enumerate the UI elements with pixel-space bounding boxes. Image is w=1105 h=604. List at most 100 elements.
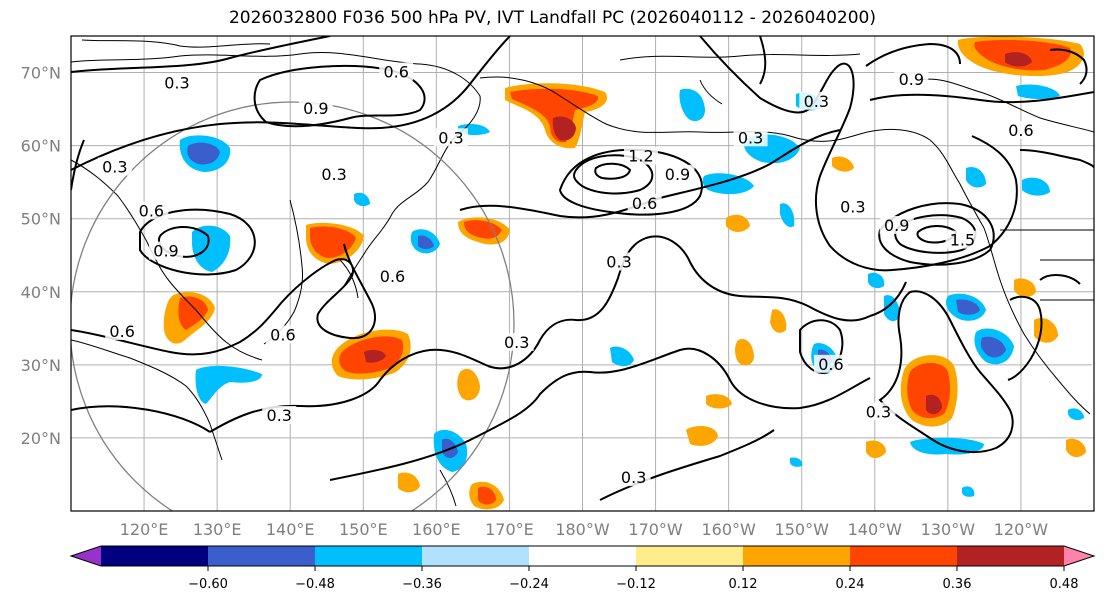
ivt-negative-area — [702, 173, 754, 195]
pv-label-background — [379, 62, 414, 81]
pv-contour — [1049, 48, 1088, 85]
ivt-negative-area — [884, 295, 900, 322]
colorbar-tick-label: 0.12 — [729, 577, 758, 592]
ivt-negative-area — [610, 346, 634, 367]
longitude-label: 180°W — [555, 520, 610, 539]
pv-contour — [1007, 295, 1043, 381]
coastline — [81, 39, 271, 48]
colorbar-extension-min — [71, 546, 101, 566]
longitude-label: 160°E — [412, 520, 461, 539]
ivt-positive-area — [398, 472, 420, 493]
ivt-positive-area — [726, 214, 750, 232]
pv-contour-label: 0.6 — [270, 326, 295, 345]
colorbar-tick-label: 0.24 — [836, 577, 865, 592]
latitude-label: 30°N — [21, 356, 61, 375]
pv-label-background — [499, 332, 534, 351]
pv-contour-label: 0.6 — [632, 194, 657, 213]
pv-contour — [71, 139, 85, 191]
ivt-negative-area — [1022, 177, 1050, 196]
longitude-label: 150°E — [339, 520, 388, 539]
colorbar-tick-label: −0.24 — [509, 577, 549, 592]
pv-contour-label: 0.6 — [139, 201, 164, 220]
colorbar-outline — [69, 545, 1096, 567]
latitude-label: 40°N — [21, 283, 61, 302]
pv-contour-label: 0.3 — [267, 406, 292, 425]
pv-label-background — [623, 146, 658, 165]
pv-label-background — [298, 99, 333, 118]
pv-label-background — [433, 128, 468, 147]
pv-label-background — [616, 468, 651, 487]
latitude-labels: 70°N 60°N 50°N 40°N 30°N 20°N — [21, 64, 61, 448]
pv-contour — [878, 290, 1014, 454]
ivt-positive-area — [866, 440, 886, 458]
pv-label-background — [602, 252, 637, 271]
colorbar-tick-label: 0.48 — [1050, 577, 1079, 592]
pv-contour-label: 0.3 — [866, 402, 891, 421]
colorbar-tick-label: 0.36 — [943, 577, 972, 592]
pv-contour-label: 0.6 — [383, 63, 408, 82]
pv-label-background — [835, 197, 870, 216]
colorbar-tick-label: −0.48 — [295, 577, 335, 592]
pv-contour-label: 0.9 — [884, 216, 909, 235]
pv-label-background — [375, 267, 410, 286]
pv-contour — [759, 36, 767, 85]
pv-contour — [599, 429, 775, 501]
colorbar-segment — [743, 546, 851, 566]
longitude-label: 130°E — [193, 520, 242, 539]
coastline — [71, 339, 223, 461]
ivt-positive-area — [178, 296, 208, 330]
ivt-positive-area — [464, 220, 502, 239]
pv-label-background — [265, 325, 300, 344]
pv-label-background — [262, 406, 297, 424]
longitude-label: 140°W — [848, 520, 903, 539]
coastline — [919, 78, 1094, 133]
pv-contour — [894, 214, 977, 254]
coastline — [71, 159, 263, 361]
ivt-negative-area — [780, 203, 795, 228]
pv-contours — [71, 36, 1094, 501]
pv-label-background — [799, 91, 834, 110]
pv-label-background — [134, 201, 169, 220]
colorbar-tick-label: −0.12 — [616, 577, 656, 592]
colorbar-tick-label: −0.36 — [402, 577, 442, 592]
pv-label-background — [733, 128, 768, 147]
ivt-positive-area — [686, 426, 718, 446]
pv-label-background — [1003, 121, 1038, 139]
coastline — [1000, 229, 1094, 301]
longitude-label: 120°E — [120, 520, 169, 539]
ivt-negative-area — [868, 272, 885, 289]
ivt-negative-area — [192, 225, 231, 272]
pv-contour-label: 0.3 — [621, 468, 646, 487]
pv-contour — [71, 36, 511, 171]
ivt-positive-area — [457, 368, 480, 401]
pv-label-background — [945, 230, 980, 249]
colorbar-segment — [850, 546, 958, 566]
colorbar-segment — [636, 546, 744, 566]
pv-label-background — [813, 354, 848, 373]
ivt-positive-area — [770, 309, 787, 333]
pv-contour-label: 0.9 — [899, 70, 924, 89]
pv-contour — [878, 202, 995, 266]
colorbar-tick-label: −0.60 — [188, 577, 228, 592]
ivt-negative-area — [956, 299, 980, 315]
pv-label-background — [861, 402, 896, 421]
pv-contour-label: 0.3 — [438, 128, 463, 147]
colorbar-segment — [529, 546, 637, 566]
ivt-negative-area — [966, 166, 986, 188]
range-circle — [71, 101, 515, 511]
coastline — [619, 53, 861, 61]
pv-label-background — [97, 157, 132, 176]
pv-label-background — [148, 241, 183, 260]
pv-label-background — [660, 164, 695, 183]
ivt-negative-area — [679, 88, 706, 122]
colorbar-extension-max — [1064, 546, 1094, 566]
pv-contour-label: 0.6 — [818, 355, 843, 374]
pv-contour — [209, 348, 489, 433]
ivt-negative-area — [354, 192, 370, 207]
ivt-negative-area — [187, 142, 220, 165]
pv-contour — [1019, 149, 1094, 169]
map-frame — [70, 35, 1095, 512]
pv-contour — [71, 405, 211, 433]
coastline — [479, 76, 861, 142]
